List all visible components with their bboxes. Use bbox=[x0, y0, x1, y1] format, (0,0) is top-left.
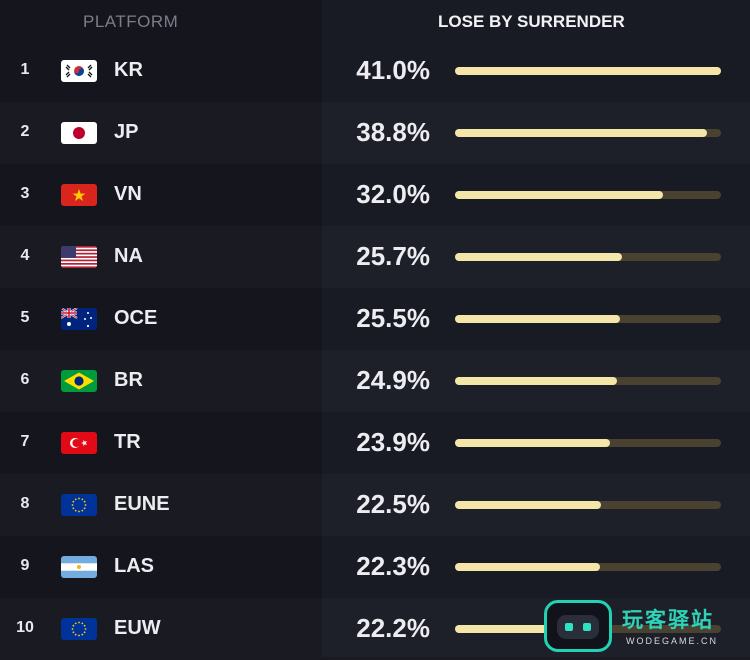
robot-face-logo bbox=[544, 600, 612, 652]
rank-number: 5 bbox=[20, 309, 30, 326]
watermark-title: 玩客驿站 bbox=[622, 609, 714, 632]
bar-fill bbox=[455, 191, 663, 199]
surrender-percentage: 25.5% bbox=[356, 303, 430, 333]
table-row: 4 NA 25.7% bbox=[0, 226, 750, 288]
table-header: PLATFORM LOSE BY SURRENDER bbox=[0, 0, 750, 44]
region-label: OCE bbox=[114, 307, 158, 329]
rank-number: 2 bbox=[20, 123, 30, 140]
rank-number: 6 bbox=[20, 371, 30, 388]
usa-flag-icon bbox=[61, 246, 97, 268]
bar-track bbox=[455, 563, 721, 571]
eu-flag-icon bbox=[61, 618, 97, 640]
australia-flag-icon bbox=[61, 308, 97, 330]
surrender-percentage: 24.9% bbox=[356, 365, 430, 395]
eu-flag-icon bbox=[61, 494, 97, 516]
brazil-flag-icon bbox=[61, 370, 97, 392]
surrender-percentage: 41.0% bbox=[356, 55, 430, 85]
table-row: 7 TR 23.9% bbox=[0, 412, 750, 474]
surrender-percentage: 25.7% bbox=[356, 241, 430, 271]
bar-fill bbox=[455, 377, 617, 385]
bar-track bbox=[455, 315, 721, 323]
bar-track bbox=[455, 67, 721, 75]
bar-fill bbox=[455, 501, 601, 509]
table-row: 3 VN 32.0% bbox=[0, 164, 750, 226]
table-row: 2 JP 38.8% bbox=[0, 102, 750, 164]
rank-number: 4 bbox=[20, 247, 30, 264]
lose-by-surrender-column-header: LOSE BY SURRENDER bbox=[438, 12, 625, 31]
region-label: EUW bbox=[114, 617, 161, 639]
table-row: 9 LAS 22.3% bbox=[0, 536, 750, 598]
bar-fill bbox=[455, 315, 620, 323]
bar-track bbox=[455, 501, 721, 509]
rank-number: 8 bbox=[20, 495, 30, 512]
ranking-table: 1 KR 41.0% 2 JP 38.8% 3 VN 32.0% 4 NA 25.7% 5 OCE 25.5… bbox=[0, 40, 750, 660]
bar-fill bbox=[455, 67, 721, 75]
metric-column-background bbox=[322, 0, 750, 657]
watermark-subtitle: WODEGAME.CN bbox=[626, 636, 719, 646]
bar-track bbox=[455, 129, 721, 137]
region-label: JP bbox=[114, 121, 139, 143]
south-korea-flag-icon bbox=[61, 60, 97, 82]
surrender-percentage: 23.9% bbox=[356, 427, 430, 457]
table-row: 5 OCE 25.5% bbox=[0, 288, 750, 350]
bar-track bbox=[455, 439, 721, 447]
bar-fill bbox=[455, 625, 599, 633]
region-label: TR bbox=[114, 431, 141, 453]
surrender-percentage: 22.5% bbox=[356, 489, 430, 519]
turkey-flag-icon bbox=[61, 432, 97, 454]
bar-fill bbox=[455, 439, 610, 447]
vietnam-flag-icon bbox=[61, 184, 97, 206]
region-label: VN bbox=[114, 183, 142, 205]
bar-track bbox=[455, 377, 721, 385]
surrender-percentage: 22.2% bbox=[356, 613, 430, 643]
rank-number: 9 bbox=[20, 557, 30, 574]
platform-column-header: PLATFORM bbox=[83, 12, 179, 31]
region-label: EUNE bbox=[114, 493, 170, 515]
surrender-percentage: 32.0% bbox=[356, 179, 430, 209]
bar-track bbox=[455, 253, 721, 261]
watermark: 玩客驿站 WODEGAME.CN bbox=[544, 600, 744, 652]
rank-number: 7 bbox=[20, 433, 30, 450]
region-label: KR bbox=[114, 59, 143, 81]
surrender-percentage: 22.3% bbox=[356, 551, 430, 581]
bar-track bbox=[455, 191, 721, 199]
argentina-flag-icon bbox=[61, 556, 97, 578]
table-row: 8 EUNE 22.5% bbox=[0, 474, 750, 536]
japan-flag-icon bbox=[61, 122, 97, 144]
region-label: BR bbox=[114, 369, 143, 391]
bar-fill bbox=[455, 253, 622, 261]
bar-fill bbox=[455, 129, 707, 137]
table-row: 1 KR 41.0% bbox=[0, 40, 750, 102]
rank-number: 3 bbox=[20, 185, 30, 202]
region-label: NA bbox=[114, 245, 143, 267]
region-label: LAS bbox=[114, 555, 154, 577]
rank-number: 10 bbox=[16, 619, 34, 636]
table-row: 6 BR 24.9% bbox=[0, 350, 750, 412]
bar-fill bbox=[455, 563, 600, 571]
rank-number: 1 bbox=[20, 61, 30, 78]
surrender-percentage: 38.8% bbox=[356, 117, 430, 147]
